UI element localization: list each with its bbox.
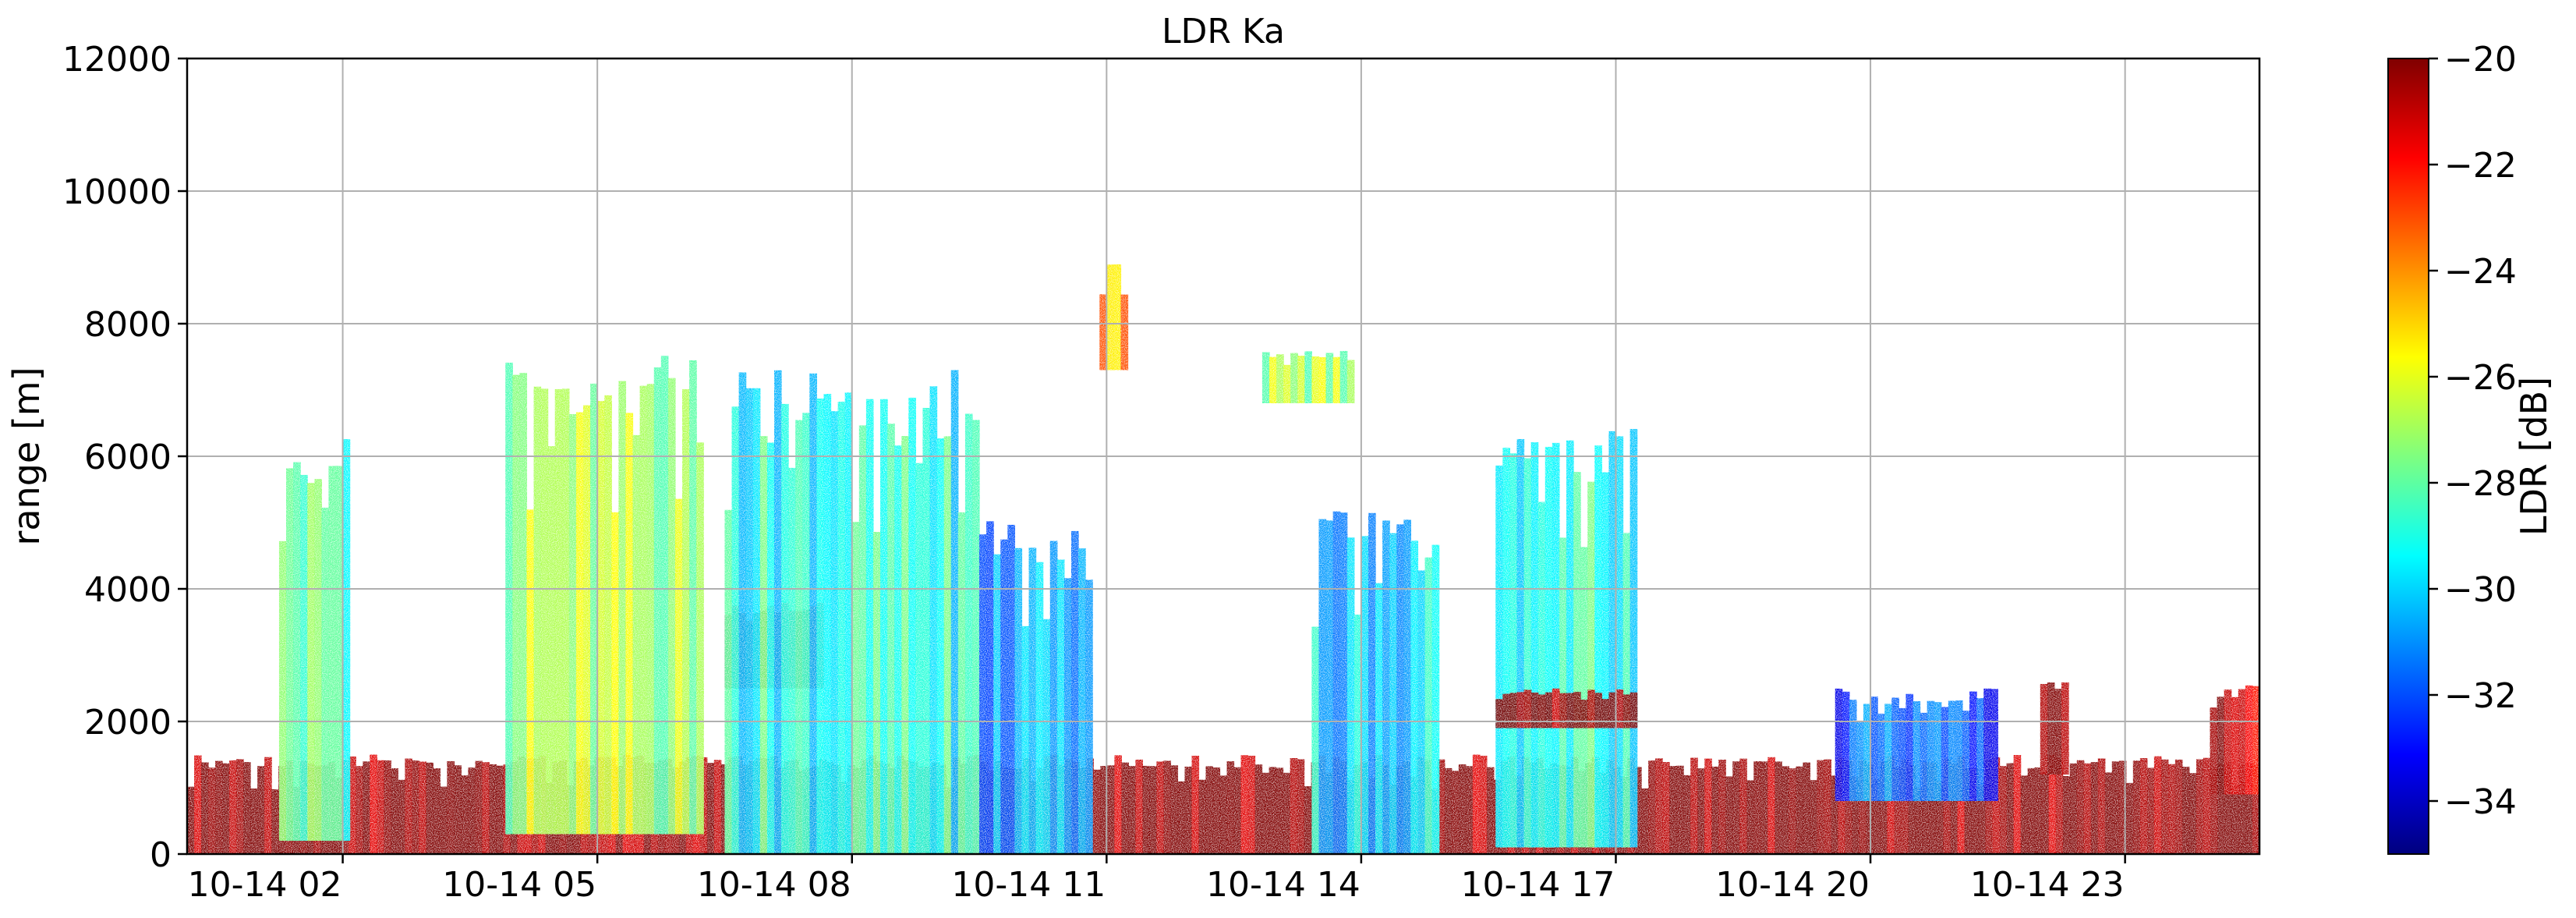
colorbar: −34 −32 −30 −28 −26 −24 −22 −20 LDR [dB] — [2387, 40, 2555, 855]
x-axis: 10-14 02 10-14 05 10-14 08 10-14 11 10-14 14… — [188, 854, 2126, 905]
y-tick-label: 12000 — [62, 40, 172, 80]
y-axis: 0 2000 4000 6000 8000 10000 12000 — [62, 40, 187, 875]
colorbar-tick-label: −20 — [2444, 40, 2517, 80]
colorbar-gradient — [2387, 58, 2429, 855]
x-tick-label: 10-14 05 — [442, 865, 596, 905]
colorbar-tick-label: −30 — [2444, 570, 2517, 610]
x-tick-label: 10-14 20 — [1715, 865, 1870, 905]
colorbar-label: LDR [dB] — [2513, 377, 2555, 536]
colorbar-tick-label: −34 — [2444, 782, 2517, 822]
y-tick-label: 10000 — [62, 172, 172, 212]
x-tick-label: 10-14 23 — [1970, 865, 2125, 905]
y-tick-label: 6000 — [84, 438, 172, 477]
x-tick-label: 10-14 08 — [697, 865, 851, 905]
x-tick-label: 10-14 11 — [951, 865, 1106, 905]
y-tick-label: 8000 — [84, 305, 172, 345]
x-tick-label: 10-14 14 — [1206, 865, 1361, 905]
x-tick-label: 10-14 02 — [188, 865, 342, 905]
chart-title: LDR Ka — [1162, 12, 1285, 51]
y-tick-label: 2000 — [84, 703, 172, 743]
y-tick-label: 4000 — [84, 570, 172, 610]
y-tick-label: 0 — [150, 835, 172, 875]
colorbar-ticks: −34 −32 −30 −28 −26 −24 −22 −20 — [2429, 40, 2517, 822]
colorbar-tick-label: −26 — [2444, 358, 2517, 398]
colorbar-tick-label: −22 — [2444, 146, 2517, 186]
y-axis-label: range [m] — [5, 367, 48, 545]
colorbar-tick-label: −32 — [2444, 676, 2517, 716]
x-tick-label: 10-14 17 — [1461, 865, 1615, 905]
colorbar-tick-label: −24 — [2444, 252, 2517, 292]
plot-area — [186, 57, 2261, 856]
colorbar-tick-label: −28 — [2444, 464, 2517, 504]
